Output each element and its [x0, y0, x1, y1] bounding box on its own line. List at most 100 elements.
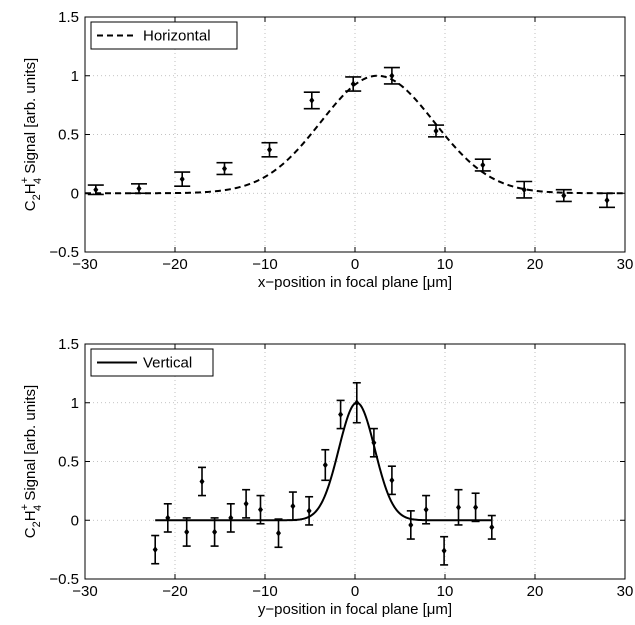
legend: Vertical [90, 348, 214, 377]
x-tick-label: 10 [437, 583, 454, 600]
point-marker [423, 506, 429, 514]
x-tick-label: −10 [252, 583, 277, 600]
data-point [216, 161, 233, 176]
x-tick-label: 20 [527, 583, 544, 600]
point-marker [433, 127, 439, 135]
point-marker [354, 399, 360, 407]
y-axis-label-part: + [19, 504, 31, 510]
legend-label: Vertical [143, 355, 192, 372]
x-axis-label: x−position in focal plane [μm] [258, 274, 452, 291]
point-marker [243, 500, 249, 508]
axes-frame [84, 16, 626, 253]
point-marker [489, 523, 495, 531]
data-point [474, 158, 491, 172]
data-point [516, 180, 533, 199]
data-point [274, 518, 283, 549]
data-point [336, 399, 345, 430]
y-tick-label: 0 [71, 185, 79, 202]
y-axis-label: C2H+4 Signal [arb. units] [19, 385, 44, 538]
data-point [288, 491, 297, 522]
data-point [352, 381, 361, 424]
data-point [198, 466, 206, 497]
point-marker [604, 196, 610, 204]
y-axis-label-part: 2 [31, 194, 43, 200]
y-axis-label-part: H [22, 510, 39, 521]
point-marker [165, 514, 171, 522]
point-marker [350, 80, 356, 88]
y-tick-label: −0.5 [49, 571, 79, 588]
y-tick-label: 0.5 [58, 127, 79, 144]
data-point [226, 502, 235, 533]
x-tick-label: 20 [527, 256, 544, 273]
y-axis-label-part: 4 [32, 178, 44, 184]
point-marker [408, 521, 414, 529]
point-marker [136, 185, 142, 193]
x-tick-label: 0 [351, 583, 359, 600]
y-axis-label-part: Signal [arb. units] [22, 58, 39, 178]
plot-panel-1: −30 −20 −10 0 10 20 30 −0.5 0 0.5 1 1.5 x−position i… [19, 9, 633, 291]
point-marker [473, 503, 479, 511]
x-tick-label: −10 [252, 256, 277, 273]
y-tick-label: 1 [71, 68, 79, 85]
point-marker [480, 161, 486, 169]
point-marker [276, 529, 281, 537]
fit-curve-vertical [155, 401, 492, 522]
point-marker [267, 146, 272, 154]
point-marker [309, 96, 315, 104]
data-point [487, 514, 496, 540]
x-tick-label: 10 [437, 256, 454, 273]
data-point [345, 76, 362, 92]
y-tick-label: 0 [71, 512, 79, 529]
point-marker [456, 503, 461, 511]
plot-panel-2: −30 −20 −10 0 10 20 30 −0.5 0 0.5 1 1.5 y−position i… [19, 336, 633, 618]
y-tick-label: 1 [71, 395, 79, 412]
y-axis-label-part: 4 [32, 505, 44, 511]
y-tick-label: 1.5 [58, 9, 79, 26]
point-marker [179, 175, 185, 183]
point-marker [389, 72, 395, 80]
point-marker [258, 506, 263, 514]
point-marker [184, 528, 190, 536]
data-point [321, 448, 330, 482]
data-point [163, 502, 172, 533]
point-marker [441, 547, 447, 555]
data-point [454, 488, 463, 526]
point-marker [322, 461, 328, 469]
data-point [305, 495, 314, 526]
data-point [174, 171, 191, 187]
data-point [369, 427, 378, 458]
point-marker [93, 186, 99, 194]
axes-frame [84, 343, 626, 580]
data-point [182, 517, 191, 547]
point-marker [389, 476, 395, 484]
data-point [422, 494, 431, 525]
y-axis-label-part: C [22, 200, 39, 211]
point-marker [228, 514, 234, 522]
y-tick-label: 1.5 [58, 336, 79, 353]
data-point [599, 192, 615, 209]
point-marker [152, 546, 158, 554]
data-point [87, 184, 104, 196]
data-point [406, 510, 415, 540]
point-marker [561, 192, 567, 200]
plot-area [85, 17, 625, 252]
x-tick-label: −20 [162, 583, 187, 600]
data-point [256, 494, 265, 525]
x-tick-label: 0 [351, 256, 359, 273]
legend-label: Horizontal [143, 28, 211, 45]
x-axis-label: y−position in focal plane [μm] [258, 601, 452, 618]
data-point [383, 66, 400, 85]
y-axis-label-part: H [22, 183, 39, 194]
y-axis-label-part: C [22, 527, 39, 538]
y-axis-label: C2H+4 Signal [arb. units] [19, 58, 44, 211]
x-tick-label: −30 [72, 256, 97, 273]
data-point [210, 517, 219, 547]
legend: Horizontal [90, 21, 238, 50]
data-point [428, 124, 444, 138]
x-tick-label: −30 [72, 583, 97, 600]
y-tick-label: −0.5 [49, 244, 79, 261]
x-tick-label: 30 [617, 256, 634, 273]
point-marker [338, 411, 344, 418]
y-axis-label-part: Signal [arb. units] [22, 385, 39, 505]
